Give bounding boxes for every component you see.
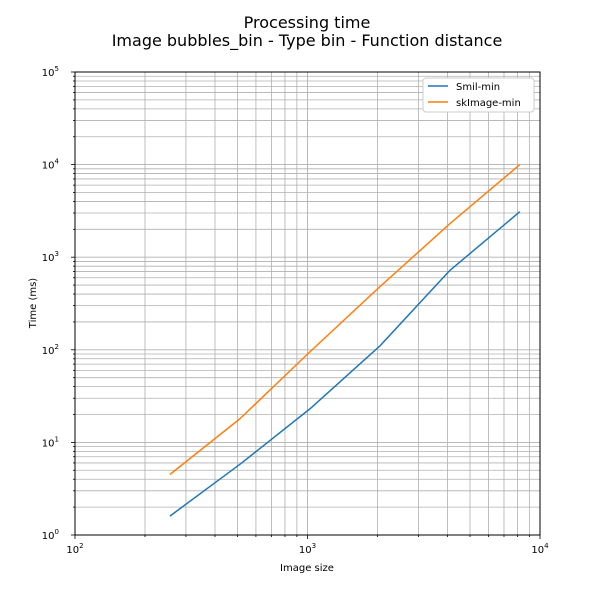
y-tick-exponent: 3 [55, 250, 59, 258]
x-tick-label: 102 [66, 542, 83, 556]
y-tick-label: 104 [42, 158, 60, 172]
y-tick-exponent: 2 [55, 343, 59, 351]
y-tick-exponent: 5 [55, 65, 59, 73]
x-tick-exponent: 4 [544, 542, 549, 550]
y-axis-label: Time (ms) [28, 278, 39, 330]
y-tick-base: 10 [42, 161, 55, 172]
x-tick-exponent: 3 [312, 542, 316, 550]
grid [75, 72, 540, 535]
y-tick-base: 10 [42, 253, 55, 264]
x-tick-base: 10 [66, 545, 79, 556]
x-tick-exponent: 2 [79, 542, 83, 550]
y-tick-base: 10 [42, 68, 55, 79]
legend: Smil-min skImage-min [422, 77, 535, 113]
y-tick-label: 102 [42, 343, 59, 357]
y-tick-base: 10 [42, 531, 55, 542]
x-tick-label: 103 [299, 542, 316, 556]
y-tick-label: 101 [42, 435, 59, 449]
chart-subtitle: Image bubbles_bin - Type bin - Function … [112, 31, 503, 51]
legend-label-smil-min: Smil-min [456, 82, 500, 93]
x-tick-base: 10 [299, 545, 312, 556]
y-tick-exponent: 4 [55, 158, 60, 166]
legend-box [422, 77, 535, 113]
series-lines [169, 164, 521, 517]
y-tick-base: 10 [42, 438, 55, 449]
chart-title: Processing time [244, 13, 371, 32]
x-tick-label: 104 [531, 542, 549, 556]
legend-label-skimage-min: skImage-min [456, 98, 521, 109]
y-tick-label: 103 [42, 250, 59, 264]
series-line-smil-min [169, 211, 521, 517]
y-tick-base: 10 [42, 346, 55, 357]
y-tick-exponent: 0 [55, 528, 59, 536]
y-tick-label: 105 [42, 65, 59, 79]
x-tick-base: 10 [531, 545, 544, 556]
series-line-skimage-min [169, 164, 521, 476]
y-tick-label: 100 [42, 528, 59, 542]
y-tick-exponent: 1 [55, 435, 59, 443]
x-axis-label: Image size [280, 563, 334, 574]
